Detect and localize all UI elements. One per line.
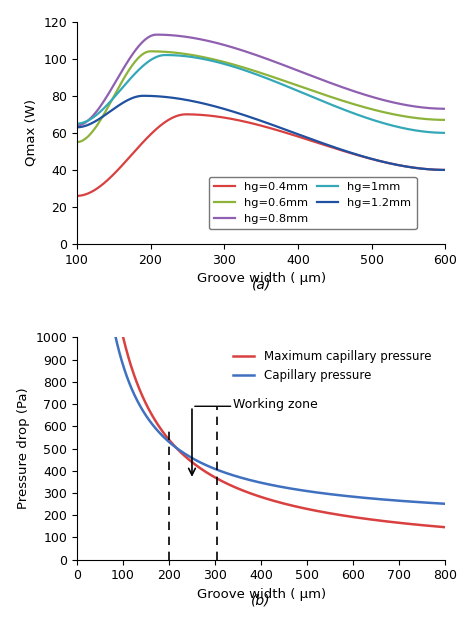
Line: hg=0.6mm: hg=0.6mm [77, 51, 446, 142]
hg=0.4mm [74, 192, 80, 199]
hg=0.8mm [74, 121, 80, 129]
Capillary pressure [365, 495, 370, 502]
hg=0.6mm [195, 52, 201, 60]
hg=1.2mm [221, 105, 227, 113]
hg=0.8mm [118, 69, 124, 76]
Maximum capillary pressure [443, 523, 448, 531]
hg=1.2mm [343, 147, 348, 155]
hg=0.6mm [148, 47, 154, 55]
hg=1mm [341, 106, 346, 113]
hg=0.4mm [183, 111, 189, 118]
hg=1.2mm [74, 123, 80, 131]
hg=1.2mm [443, 166, 448, 174]
Maximum capillary pressure [245, 488, 250, 496]
Legend: hg=0.4mm, hg=0.6mm, hg=0.8mm, hg=1mm, hg=1.2mm: hg=0.4mm, hg=0.6mm, hg=0.8mm, hg=1mm, hg… [209, 177, 417, 229]
hg=0.6mm [307, 86, 312, 93]
Line: hg=1mm: hg=1mm [77, 55, 446, 133]
hg=1mm [221, 60, 227, 67]
Text: (a): (a) [251, 277, 271, 292]
Capillary pressure [95, 197, 100, 205]
hg=0.8mm [307, 71, 312, 78]
X-axis label: Groove width ( μm): Groove width ( μm) [197, 588, 326, 601]
Capillary pressure [255, 478, 260, 485]
Capillary pressure [443, 500, 448, 508]
hg=1mm [443, 129, 448, 136]
hg=0.8mm [221, 41, 227, 49]
Text: Working zone: Working zone [233, 397, 318, 411]
Y-axis label: Pressure drop (Pa): Pressure drop (Pa) [17, 388, 30, 510]
hg=0.8mm [443, 105, 448, 113]
Line: hg=0.4mm: hg=0.4mm [77, 115, 446, 196]
X-axis label: Groove width ( μm): Groove width ( μm) [197, 272, 326, 285]
hg=0.8mm [343, 85, 348, 92]
hg=1.2mm [341, 146, 346, 154]
hg=1mm [163, 51, 168, 59]
hg=0.6mm [118, 79, 124, 87]
Legend: Maximum capillary pressure, Capillary pressure: Maximum capillary pressure, Capillary pr… [228, 346, 436, 387]
Maximum capillary pressure [365, 515, 370, 523]
hg=0.6mm [343, 98, 348, 105]
hg=0.8mm [195, 35, 201, 42]
hg=1mm [195, 54, 201, 62]
Line: Maximum capillary pressure: Maximum capillary pressure [79, 0, 446, 527]
Y-axis label: Qmax (W): Qmax (W) [25, 99, 37, 166]
Line: Capillary pressure: Capillary pressure [79, 0, 446, 504]
hg=0.4mm [443, 166, 448, 174]
hg=1mm [74, 120, 80, 127]
Line: hg=0.8mm: hg=0.8mm [77, 35, 446, 125]
hg=1mm [343, 107, 348, 114]
Text: (b): (b) [251, 593, 271, 607]
hg=0.4mm [195, 111, 201, 118]
Maximum capillary pressure [255, 492, 260, 500]
Line: hg=1.2mm: hg=1.2mm [77, 96, 446, 170]
hg=1.2mm [118, 100, 124, 108]
hg=0.8mm [341, 84, 346, 92]
Capillary pressure [432, 500, 438, 507]
hg=1.2mm [307, 135, 312, 142]
hg=0.8mm [154, 31, 159, 39]
hg=0.6mm [341, 97, 346, 105]
hg=0.6mm [443, 116, 448, 123]
hg=0.6mm [74, 138, 80, 146]
hg=0.6mm [221, 58, 227, 65]
hg=1.2mm [195, 98, 201, 106]
hg=0.4mm [343, 148, 348, 155]
Maximum capillary pressure [95, 133, 100, 140]
Capillary pressure [432, 500, 438, 507]
hg=0.4mm [307, 136, 312, 144]
hg=1.2mm [140, 92, 146, 100]
hg=0.4mm [118, 163, 124, 170]
hg=1mm [118, 85, 124, 93]
Maximum capillary pressure [432, 523, 438, 530]
hg=0.4mm [221, 114, 227, 121]
hg=0.4mm [341, 147, 346, 155]
Maximum capillary pressure [432, 523, 438, 530]
hg=1mm [307, 92, 312, 100]
Capillary pressure [245, 476, 250, 483]
